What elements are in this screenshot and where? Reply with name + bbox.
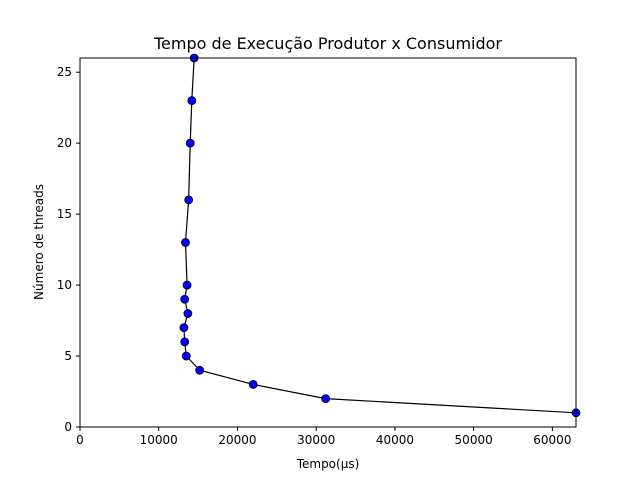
x-tick-label: 20000 bbox=[218, 433, 256, 447]
plot-frame bbox=[79, 57, 577, 428]
data-point-4 bbox=[195, 365, 205, 375]
data-point-11 bbox=[181, 238, 190, 247]
data-point-12 bbox=[184, 195, 194, 205]
y-tick-label: 25 bbox=[57, 65, 72, 79]
y-axis-label: Número de threads bbox=[32, 184, 46, 300]
data-point-9 bbox=[180, 294, 190, 304]
x-tick-label: 40000 bbox=[376, 433, 414, 447]
y-tick-label: 15 bbox=[57, 207, 72, 221]
data-point-6 bbox=[180, 337, 190, 347]
x-tick-label: 0 bbox=[76, 433, 84, 447]
x-tick-label: 50000 bbox=[455, 433, 493, 447]
data-point-13 bbox=[185, 138, 195, 148]
y-tick-label: 0 bbox=[64, 420, 72, 434]
chart-title: Tempo de Execução Produtor x Consumidor bbox=[153, 34, 502, 53]
data-point-8 bbox=[183, 309, 193, 318]
x-tick-label: 10000 bbox=[140, 433, 178, 447]
y-axis-ticks: 0 5 10 15 20 25 bbox=[57, 65, 80, 434]
x-axis-label: Tempo(μs) bbox=[296, 457, 360, 471]
data-point-3 bbox=[248, 380, 258, 389]
y-tick-label: 5 bbox=[64, 349, 72, 363]
x-tick-label: 30000 bbox=[297, 433, 335, 447]
data-point-10 bbox=[182, 280, 192, 290]
x-axis-ticks: 0 10000 20000 30000 40000 50000 60000 bbox=[76, 427, 571, 447]
data-point-7 bbox=[179, 323, 189, 333]
plot-area bbox=[79, 53, 581, 428]
data-point-5 bbox=[181, 351, 191, 361]
y-tick-label: 10 bbox=[57, 278, 72, 292]
data-point-2 bbox=[321, 394, 331, 404]
y-tick-label: 20 bbox=[57, 136, 72, 150]
x-tick-label: 60000 bbox=[533, 433, 571, 447]
data-point-14 bbox=[187, 96, 197, 105]
